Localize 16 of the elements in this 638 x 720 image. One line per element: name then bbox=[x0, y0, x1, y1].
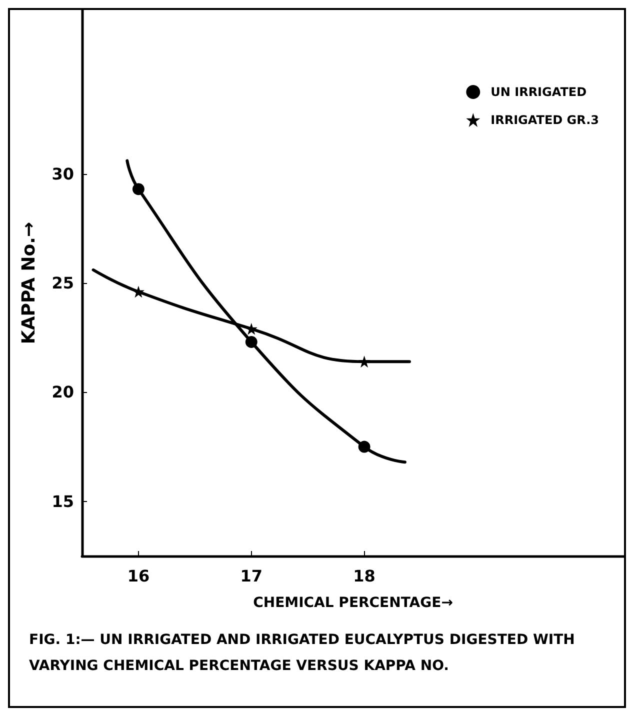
y-tick-label: 15 bbox=[52, 492, 74, 511]
y-axis-title: KAPPA No.→ bbox=[18, 222, 40, 344]
x-tick-label: 17 bbox=[240, 566, 263, 586]
text: FIG. 1:— UN IRRIGATED AND IRRIGATED EUCALYPTUS DIGESTED WITH VARYING CHEMICAL PERCENTAGE VERSUS KAPPA NO. bbox=[29, 632, 580, 674]
point bbox=[245, 336, 258, 348]
point bbox=[358, 356, 370, 368]
legend-label: UN IRRIGATED bbox=[490, 85, 587, 99]
y-tick-label: 25 bbox=[52, 274, 74, 292]
x-tick-label: 18 bbox=[353, 566, 376, 586]
legend-label: IRRIGATED GR.3 bbox=[490, 113, 599, 127]
point bbox=[132, 183, 144, 196]
point bbox=[358, 440, 370, 453]
y-tick-label: 20 bbox=[52, 382, 74, 402]
x-tick-label: 16 bbox=[127, 566, 150, 586]
x-axis-title: CHEMICAL PERCENTAGE→ bbox=[253, 595, 454, 611]
y-tick-label: 30 bbox=[52, 164, 74, 184]
